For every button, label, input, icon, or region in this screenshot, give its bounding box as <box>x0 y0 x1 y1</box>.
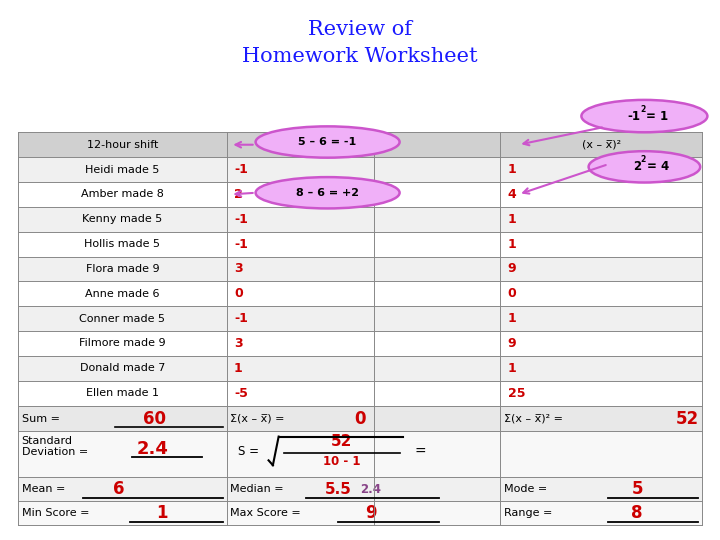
Text: 3: 3 <box>234 337 243 350</box>
Text: S =: S = <box>238 445 258 458</box>
Text: Mode =: Mode = <box>504 484 547 494</box>
Text: 1: 1 <box>234 362 243 375</box>
Text: 9: 9 <box>365 504 377 522</box>
Text: Anne made 6: Anne made 6 <box>85 289 160 299</box>
Text: 1: 1 <box>508 163 516 176</box>
FancyBboxPatch shape <box>18 431 702 477</box>
Text: Sum =: Sum = <box>22 414 60 423</box>
FancyBboxPatch shape <box>18 132 702 157</box>
Text: 2: 2 <box>234 188 243 201</box>
FancyBboxPatch shape <box>18 157 702 182</box>
Text: Σ(x – x̅) =: Σ(x – x̅) = <box>230 414 285 423</box>
Text: Homework Worksheet: Homework Worksheet <box>242 47 478 66</box>
Text: 52: 52 <box>331 435 353 449</box>
Ellipse shape <box>256 126 400 158</box>
Text: Deviation =: Deviation = <box>22 447 88 457</box>
Text: 6: 6 <box>113 480 125 498</box>
Text: 1: 1 <box>508 362 516 375</box>
Text: Ellen made 1: Ellen made 1 <box>86 388 159 398</box>
Text: Amber made 8: Amber made 8 <box>81 190 164 199</box>
Text: 25: 25 <box>508 387 525 400</box>
Text: 2: 2 <box>633 160 641 173</box>
FancyBboxPatch shape <box>18 281 702 306</box>
Text: = 1: = 1 <box>646 110 668 123</box>
Text: 4: 4 <box>508 188 516 201</box>
Text: Conner made 5: Conner made 5 <box>79 314 166 323</box>
Text: =: = <box>414 445 426 458</box>
Text: 5.5: 5.5 <box>325 482 352 497</box>
FancyBboxPatch shape <box>18 381 702 406</box>
FancyBboxPatch shape <box>18 232 702 256</box>
Text: (x – x̅)²: (x – x̅)² <box>582 140 621 150</box>
Text: Heidi made 5: Heidi made 5 <box>85 165 160 174</box>
Text: 2.4: 2.4 <box>137 440 168 458</box>
FancyBboxPatch shape <box>18 256 702 281</box>
Text: -1: -1 <box>628 110 641 123</box>
Text: Kenny made 5: Kenny made 5 <box>82 214 163 224</box>
Text: 9: 9 <box>508 262 516 275</box>
Text: Mean =: Mean = <box>22 484 65 494</box>
Text: 9: 9 <box>508 337 516 350</box>
Text: Review of: Review of <box>308 20 412 39</box>
Text: 8 – 6 = +2: 8 – 6 = +2 <box>296 188 359 198</box>
Text: 2: 2 <box>641 105 646 113</box>
Text: 8: 8 <box>631 504 643 522</box>
Text: 0: 0 <box>354 409 366 428</box>
Text: 0: 0 <box>234 287 243 300</box>
Text: 2: 2 <box>641 156 646 164</box>
FancyBboxPatch shape <box>18 477 702 501</box>
FancyBboxPatch shape <box>18 501 702 525</box>
Text: Hollis made 5: Hollis made 5 <box>84 239 161 249</box>
Ellipse shape <box>589 151 700 183</box>
Text: -1: -1 <box>234 238 248 251</box>
Text: 1: 1 <box>156 504 168 522</box>
Text: 60: 60 <box>143 409 166 428</box>
Text: Donald made 7: Donald made 7 <box>80 363 165 373</box>
FancyBboxPatch shape <box>18 207 702 232</box>
Text: Max Score =: Max Score = <box>230 508 301 518</box>
Text: Filmore made 9: Filmore made 9 <box>79 339 166 348</box>
Text: 3: 3 <box>234 262 243 275</box>
Text: 52: 52 <box>676 409 699 428</box>
Text: -1: -1 <box>234 163 248 176</box>
Text: -5: -5 <box>234 387 248 400</box>
Text: -1: -1 <box>234 312 248 325</box>
FancyBboxPatch shape <box>18 182 702 207</box>
Text: 1: 1 <box>508 238 516 251</box>
Text: Standard: Standard <box>22 436 73 446</box>
Ellipse shape <box>582 100 707 132</box>
Text: 10 - 1: 10 - 1 <box>323 455 361 468</box>
FancyBboxPatch shape <box>18 356 702 381</box>
Text: (x – x̅): (x – x̅) <box>283 140 318 150</box>
Text: Σ(x – x̅)² =: Σ(x – x̅)² = <box>504 414 563 423</box>
Text: 12-hour shift: 12-hour shift <box>86 140 158 150</box>
Text: -1: -1 <box>234 213 248 226</box>
Text: 2.4: 2.4 <box>360 483 381 496</box>
Text: 1: 1 <box>508 213 516 226</box>
FancyBboxPatch shape <box>18 306 702 331</box>
Text: 5 – 6 = -1: 5 – 6 = -1 <box>299 137 356 147</box>
Text: Min Score =: Min Score = <box>22 508 89 518</box>
Text: 0: 0 <box>508 287 516 300</box>
Text: = 4: = 4 <box>647 160 670 173</box>
FancyBboxPatch shape <box>18 406 702 431</box>
Text: Range =: Range = <box>504 508 552 518</box>
Text: Median =: Median = <box>230 484 284 494</box>
Ellipse shape <box>256 177 400 208</box>
Text: 1: 1 <box>508 312 516 325</box>
Text: 5: 5 <box>631 480 643 498</box>
Text: Flora made 9: Flora made 9 <box>86 264 159 274</box>
FancyBboxPatch shape <box>18 331 702 356</box>
